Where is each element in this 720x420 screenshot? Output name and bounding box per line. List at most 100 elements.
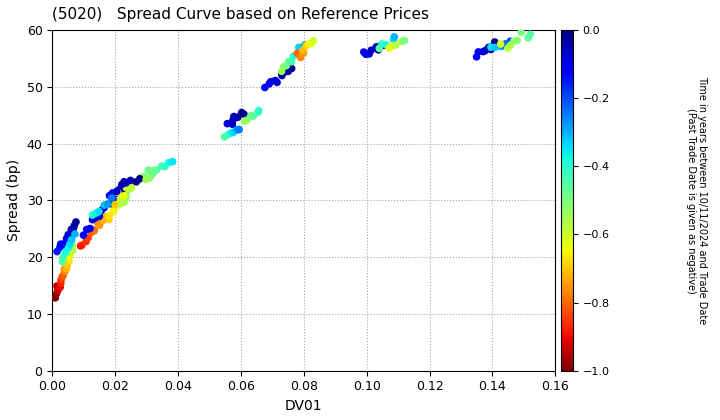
Point: [62, 262, 73, 268]
Point: [94, 213, 105, 220]
Point: [226, 129, 238, 136]
Point: [219, 134, 230, 140]
Point: [87, 216, 99, 223]
Point: [52, 287, 63, 294]
Point: [298, 50, 310, 56]
Point: [68, 225, 79, 232]
Point: [104, 213, 115, 219]
Point: [282, 68, 294, 75]
Point: [63, 253, 74, 260]
Point: [293, 44, 305, 51]
Point: [489, 39, 500, 45]
Point: [228, 117, 239, 123]
Point: [389, 34, 400, 40]
Point: [88, 228, 99, 234]
Point: [388, 36, 400, 43]
Point: [286, 65, 297, 72]
Point: [299, 42, 310, 48]
Point: [63, 231, 75, 238]
Point: [82, 234, 94, 241]
Point: [117, 186, 128, 192]
Point: [516, 29, 527, 36]
Point: [485, 44, 497, 50]
Point: [167, 158, 179, 165]
Point: [232, 114, 243, 121]
Point: [113, 198, 125, 205]
Point: [131, 178, 143, 185]
Point: [59, 268, 71, 275]
Point: [485, 46, 497, 53]
Point: [300, 42, 312, 49]
Point: [109, 201, 120, 208]
Point: [93, 208, 104, 215]
Point: [236, 109, 248, 116]
Point: [305, 40, 317, 47]
Point: [376, 40, 387, 47]
Point: [51, 283, 63, 289]
Point: [222, 131, 234, 138]
Point: [50, 294, 61, 301]
Point: [54, 244, 66, 251]
Point: [91, 210, 102, 216]
Point: [364, 50, 375, 57]
Point: [498, 42, 509, 49]
Point: [265, 79, 276, 85]
Point: [58, 241, 70, 247]
Point: [276, 70, 288, 77]
Point: [75, 243, 86, 249]
Point: [396, 38, 408, 45]
Point: [163, 159, 174, 166]
Point: [276, 68, 287, 75]
Point: [78, 232, 89, 239]
Point: [307, 37, 319, 44]
Point: [490, 44, 501, 51]
Point: [56, 274, 68, 281]
Point: [99, 213, 110, 220]
Point: [60, 235, 72, 242]
Point: [287, 53, 299, 60]
Point: [269, 77, 281, 84]
Point: [120, 180, 132, 186]
Point: [138, 173, 150, 180]
Point: [252, 109, 264, 116]
Point: [51, 248, 63, 255]
Point: [111, 188, 122, 195]
Point: [502, 45, 513, 52]
Point: [59, 265, 71, 272]
Point: [231, 126, 243, 133]
Point: [102, 201, 114, 207]
Point: [58, 272, 69, 279]
Point: [487, 43, 498, 50]
Point: [114, 200, 126, 207]
Point: [374, 45, 385, 52]
Point: [292, 49, 304, 56]
Point: [386, 43, 397, 50]
Point: [294, 54, 306, 61]
Point: [96, 207, 107, 214]
Point: [113, 186, 125, 193]
Point: [283, 58, 294, 65]
Point: [372, 47, 384, 53]
Point: [118, 199, 130, 206]
Point: [66, 236, 77, 243]
Point: [374, 43, 385, 50]
Point: [245, 112, 256, 119]
Point: [227, 121, 238, 128]
Point: [67, 242, 78, 249]
Point: [81, 226, 92, 233]
Point: [471, 53, 482, 60]
Point: [55, 277, 67, 284]
Point: [477, 48, 489, 55]
Point: [90, 214, 102, 221]
X-axis label: DV01: DV01: [285, 399, 323, 413]
Point: [94, 222, 105, 229]
Point: [358, 49, 369, 55]
Point: [99, 202, 110, 208]
Point: [248, 113, 259, 120]
Point: [118, 178, 130, 185]
Text: (5020)   Spread Curve based on Reference Prices: (5020) Spread Curve based on Reference P…: [53, 7, 429, 22]
Point: [279, 68, 290, 75]
Point: [159, 163, 171, 170]
Point: [292, 51, 303, 58]
Point: [104, 200, 116, 207]
